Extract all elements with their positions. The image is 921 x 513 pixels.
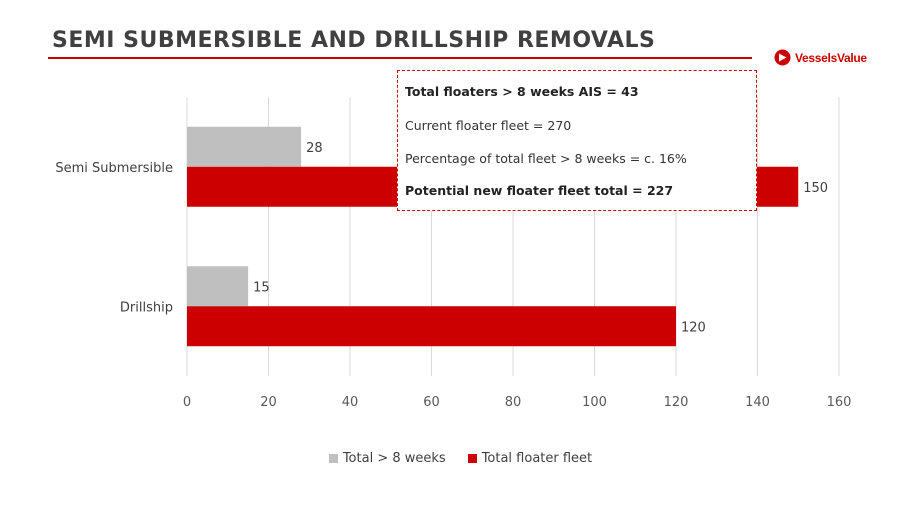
legend-item-total-8-weeks: Total > 8 weeks xyxy=(328,451,446,466)
info-line-percentage: Percentage of total fleet > 8 weeks = c.… xyxy=(405,151,687,166)
data-label: 15 xyxy=(253,280,270,295)
x-tick-label: 60 xyxy=(423,395,440,410)
x-tick-label: 0 xyxy=(183,395,191,410)
x-tick-label: 20 xyxy=(260,395,277,410)
bar xyxy=(187,266,249,307)
brand-name: VesselsValue xyxy=(795,50,867,65)
x-tick-label: 100 xyxy=(582,395,607,410)
x-tick-label: 40 xyxy=(342,395,359,410)
brand-logo: VesselsValue xyxy=(774,49,867,66)
x-tick-label: 120 xyxy=(664,395,689,410)
bar xyxy=(187,306,676,347)
title-underline xyxy=(48,57,752,59)
data-label: 150 xyxy=(803,181,828,196)
data-label: 28 xyxy=(306,141,323,156)
legend-item-total-floater-fleet: Total floater fleet xyxy=(467,451,593,466)
bar xyxy=(187,126,302,167)
info-line-total-floaters: Total floaters > 8 weeks AIS = 43 xyxy=(405,84,639,99)
category-label: Semi Submersible xyxy=(55,161,173,176)
x-tick-label: 140 xyxy=(745,395,770,410)
info-box: Total floaters > 8 weeks AIS = 43 Curren… xyxy=(397,70,757,211)
page-title: SEMI SUBMERSIBLE AND DRILLSHIP REMOVALS xyxy=(52,28,656,53)
vesselsvalue-logo-icon xyxy=(774,49,791,66)
x-tick-label: 160 xyxy=(827,395,852,410)
legend-label: Total > 8 weeks xyxy=(342,451,446,466)
legend-label: Total floater fleet xyxy=(481,451,593,466)
category-label: Drillship xyxy=(120,300,173,315)
data-label: 120 xyxy=(681,320,706,335)
legend-swatch xyxy=(467,454,477,463)
legend-swatch xyxy=(328,454,338,463)
x-tick-label: 80 xyxy=(505,395,522,410)
info-line-potential-fleet: Potential new floater fleet total = 227 xyxy=(405,183,674,198)
chart-legend: Total > 8 weeks Total floater fleet xyxy=(0,451,921,466)
info-line-current-fleet: Current floater fleet = 270 xyxy=(405,118,572,133)
